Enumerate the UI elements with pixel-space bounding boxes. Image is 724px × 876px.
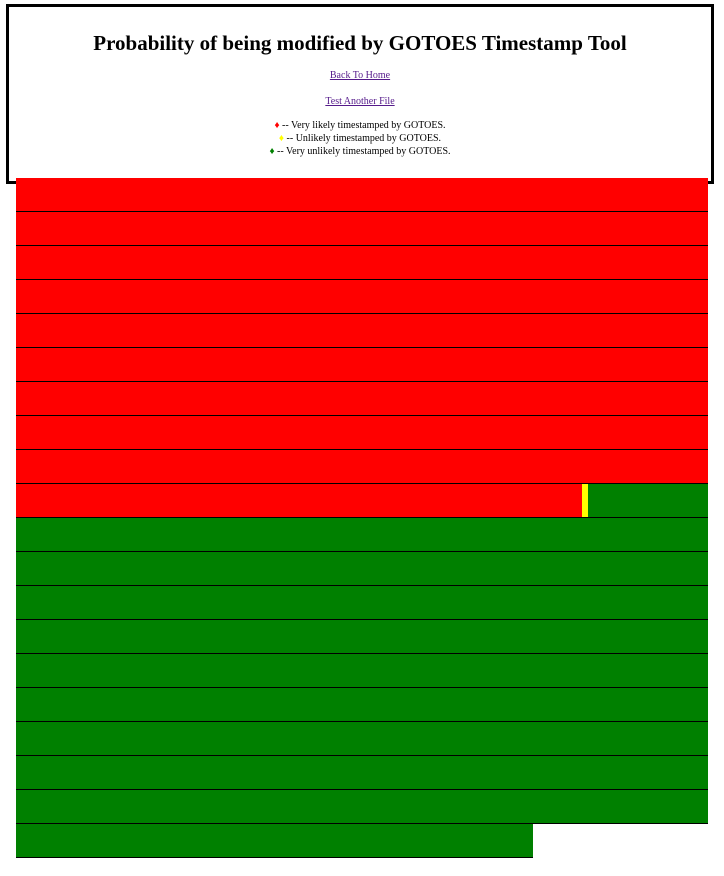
test-another-file-link[interactable]: Test Another File [325,96,395,107]
timeline-row [16,382,708,416]
timeline-row [16,484,708,518]
legend-item-very-likely: ♦ -- Very likely timestamped by GOTOES. [9,119,711,132]
timeline-segment-green [16,654,708,687]
timeline-segment-red [16,280,708,313]
timeline-row [16,178,708,212]
timeline-row [16,212,708,246]
timeline-row [16,756,708,790]
timeline-segment-green [16,722,708,755]
timestamp-probability-timeline [16,178,708,858]
timeline-row [16,518,708,552]
timeline-row [16,688,708,722]
timeline-segment-red [16,450,708,483]
timeline-segment-red [16,178,708,211]
timeline-segment-red [16,212,708,245]
timeline-row [16,552,708,586]
green-diamond-icon: ♦ [269,146,275,157]
timeline-segment-green [16,756,708,789]
timeline-segment-red [16,416,708,449]
timeline-row [16,824,533,858]
timeline-segment-green [16,790,708,823]
timeline-row [16,586,708,620]
timeline-row [16,654,708,688]
timeline-row [16,416,708,450]
timeline-segment-red [16,314,708,347]
back-to-home-container: Back To Home [9,70,711,82]
timeline-segment-green [16,518,708,551]
legend-item-unlikely: ♦ -- Unlikely timestamped by GOTOES. [9,132,711,145]
legend-text-very-unlikely: -- Very unlikely timestamped by GOTOES. [274,146,451,157]
timeline-row [16,620,708,654]
timeline-row [16,450,708,484]
back-to-home-link[interactable]: Back To Home [329,70,391,81]
timeline-row [16,790,708,824]
timeline-segment-green [16,824,533,857]
timeline-row [16,348,708,382]
timeline-row [16,280,708,314]
legend-text-unlikely: -- Unlikely timestamped by GOTOES. [284,133,442,144]
timeline-segment-green [16,620,708,653]
red-diamond-icon: ♦ [274,120,280,131]
timeline-segment-green [16,586,708,619]
header-panel: Probability of being modified by GOTOES … [6,4,714,184]
timeline-segment-red [16,246,708,279]
timeline-row [16,722,708,756]
timeline-segment-red [16,382,708,415]
timeline-segment-red [16,484,582,517]
timeline-row [16,314,708,348]
legend: ♦ -- Very likely timestamped by GOTOES. … [9,119,711,158]
legend-text-very-likely: -- Very likely timestamped by GOTOES. [279,120,446,131]
yellow-diamond-icon: ♦ [278,133,285,144]
page-title: Probability of being modified by GOTOES … [93,31,627,55]
test-another-file-container: Test Another File [9,96,711,108]
timeline-row [16,246,708,280]
timeline-segment-green [588,484,708,517]
timeline-segment-red [16,348,708,381]
legend-item-very-unlikely: ♦ -- Very unlikely timestamped by GOTOES… [9,145,711,158]
timeline-segment-green [16,688,708,721]
timeline-segment-green [16,552,708,585]
timeline-segment-yellow [582,484,589,517]
